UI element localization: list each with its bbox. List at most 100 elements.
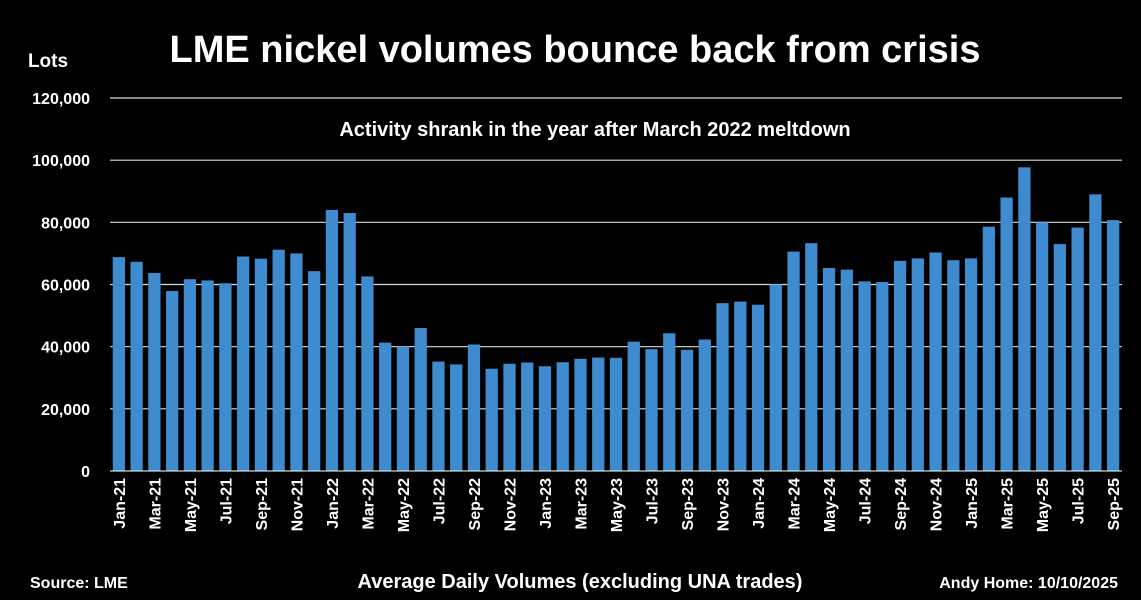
bar-Sep-25 — [1107, 220, 1120, 471]
bar-May-21 — [183, 279, 197, 471]
source-note: Source: LME — [30, 575, 128, 592]
bar-Feb-23 — [556, 362, 569, 471]
x-tick-label: Nov-24 — [929, 478, 946, 531]
bar-May-25 — [1035, 222, 1049, 471]
x-tick-label: Jan-24 — [751, 478, 768, 529]
bar-Jan-23 — [538, 366, 552, 471]
x-tick-label: Sep-22 — [467, 478, 484, 531]
bar-Nov-21 — [290, 253, 303, 471]
chart-subtitle: Activity shrank in the year after March … — [339, 119, 850, 141]
x-tick-label: Jan-25 — [964, 478, 981, 529]
bar-Mar-25 — [1000, 197, 1013, 471]
bar-Jun-25 — [1053, 244, 1066, 471]
x-tick-label: Jan-23 — [538, 478, 555, 529]
bar-May-24 — [822, 268, 836, 471]
x-tick-label: Jul-21 — [218, 478, 235, 524]
bar-Sep-24 — [893, 260, 907, 471]
x-tick-label: May-21 — [183, 478, 200, 532]
bar-Mar-24 — [787, 251, 800, 471]
bar-Jul-24 — [858, 281, 871, 471]
bar-Jun-21 — [201, 280, 214, 471]
x-axis-label: Average Daily Volumes (excluding UNA tra… — [358, 571, 803, 593]
y-tick-label: 80,000 — [41, 215, 90, 232]
bar-Jun-24 — [840, 269, 853, 471]
x-tick-label: Mar-22 — [360, 478, 377, 530]
bar-Apr-23 — [592, 357, 605, 471]
bar-Apr-24 — [805, 243, 818, 471]
bar-Mar-22 — [361, 276, 374, 471]
bar-Jun-22 — [414, 328, 427, 471]
bar-Jul-22 — [432, 361, 445, 471]
x-tick-label: Mar-23 — [573, 478, 590, 530]
bar-May-23 — [609, 357, 623, 471]
bar-Jan-25 — [964, 258, 978, 471]
bars — [112, 167, 1120, 472]
x-tick-label: Nov-22 — [502, 478, 519, 531]
bar-Jul-21 — [219, 283, 232, 471]
x-tick-label: May-25 — [1035, 478, 1052, 532]
x-tick-label: May-22 — [396, 478, 413, 532]
bar-Apr-25 — [1018, 167, 1031, 471]
bar-Mar-23 — [574, 358, 587, 471]
bar-Sep-22 — [467, 344, 481, 471]
y-tick-label: 100,000 — [32, 153, 90, 170]
bar-Dec-24 — [947, 260, 960, 471]
y-tick-label: 60,000 — [41, 278, 90, 295]
bar-Feb-22 — [343, 213, 356, 471]
x-tick-label: Jul-25 — [1071, 478, 1088, 524]
bar-Aug-23 — [663, 333, 676, 471]
bar-Dec-21 — [308, 271, 321, 471]
y-axis-ticks: 0 20,000 40,000 60,000 80,000 100,000 120,000 — [32, 91, 90, 481]
x-tick-label: Mar-21 — [147, 478, 164, 530]
bar-Nov-23 — [716, 303, 729, 471]
bar-Oct-24 — [911, 258, 924, 471]
x-tick-label: Jul-22 — [431, 478, 448, 524]
x-tick-label: Sep-23 — [680, 478, 697, 531]
bar-Apr-21 — [166, 291, 179, 471]
bar-May-22 — [396, 346, 410, 471]
bar-Sep-23 — [680, 349, 694, 471]
bar-Nov-24 — [929, 252, 942, 471]
bar-Aug-25 — [1089, 194, 1102, 472]
x-tick-label: Jan-22 — [325, 478, 342, 529]
y-tick-label: 40,000 — [41, 340, 90, 357]
bar-Jul-25 — [1071, 227, 1084, 471]
y-tick-label: 120,000 — [32, 91, 90, 108]
x-tick-label: May-24 — [822, 478, 839, 532]
bar-Jan-22 — [325, 209, 339, 471]
x-tick-label: Sep-25 — [1106, 478, 1123, 531]
bar-Aug-22 — [450, 364, 463, 471]
bar-Aug-24 — [876, 282, 889, 471]
bar-Jun-23 — [627, 341, 640, 471]
bar-Mar-21 — [148, 273, 161, 471]
x-tick-label: Sep-21 — [254, 478, 271, 531]
bar-Feb-25 — [982, 226, 995, 471]
bar-Jul-23 — [645, 349, 658, 471]
bar-Nov-22 — [503, 363, 516, 471]
x-tick-label: Nov-23 — [716, 478, 733, 531]
x-tick-label: Jan-21 — [112, 478, 129, 529]
x-tick-label: Jul-23 — [645, 478, 662, 524]
bar-Sep-21 — [254, 258, 268, 471]
chart-title: LME nickel volumes bounce back from cris… — [170, 29, 981, 71]
bar-Oct-23 — [698, 339, 711, 471]
bar-Oct-21 — [272, 249, 285, 471]
bar-Oct-22 — [485, 368, 498, 471]
y-tick-label: 20,000 — [41, 402, 90, 419]
y-tick-label: 0 — [81, 464, 90, 481]
bar-Dec-23 — [734, 301, 747, 471]
bar-Aug-21 — [237, 256, 250, 471]
x-tick-label: Jul-24 — [858, 478, 875, 524]
x-tick-label: May-23 — [609, 478, 626, 532]
bar-Apr-22 — [379, 342, 392, 471]
x-tick-label: Mar-25 — [1000, 478, 1017, 530]
bar-Feb-21 — [130, 261, 143, 471]
bar-Feb-24 — [769, 284, 782, 471]
bar-Dec-22 — [521, 362, 534, 471]
x-axis-ticks: Jan-21 Mar-21 May-21 Jul-21 Sep-21 Nov-21 Jan-… — [112, 478, 1123, 532]
x-tick-label: Nov-21 — [289, 478, 306, 531]
bar-Jan-24 — [751, 304, 765, 471]
bar-Jan-21 — [112, 257, 125, 471]
